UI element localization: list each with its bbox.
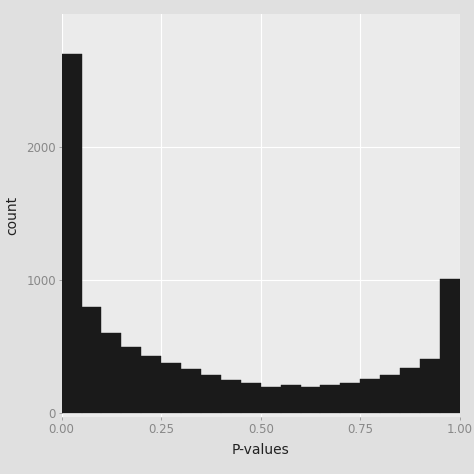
Bar — [241, 383, 261, 413]
Bar — [301, 386, 320, 413]
Bar — [82, 307, 101, 413]
Bar — [281, 385, 301, 413]
Bar — [360, 379, 380, 413]
Bar — [181, 369, 201, 413]
Bar — [141, 356, 161, 413]
Y-axis label: count: count — [6, 196, 19, 235]
Bar — [380, 374, 400, 413]
Bar — [420, 359, 440, 413]
Bar — [221, 380, 241, 413]
Bar — [340, 383, 360, 413]
Bar — [201, 374, 221, 413]
Bar — [261, 386, 281, 413]
X-axis label: P-values: P-values — [232, 443, 290, 456]
Bar — [62, 54, 82, 413]
Bar — [121, 346, 141, 413]
Bar — [320, 384, 340, 413]
Bar — [161, 363, 181, 413]
Bar — [400, 368, 420, 413]
Bar — [440, 279, 460, 413]
Bar — [101, 333, 121, 413]
